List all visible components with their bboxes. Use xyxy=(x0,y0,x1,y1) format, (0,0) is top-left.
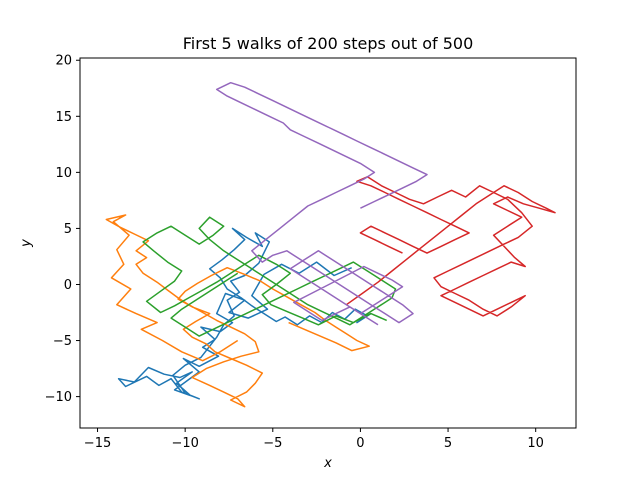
y-tick-label: 5 xyxy=(64,222,72,237)
x-tick-label: 10 xyxy=(527,436,544,451)
x-tick-label: −15 xyxy=(84,436,111,451)
chart-title: First 5 walks of 200 steps out of 500 xyxy=(183,34,474,53)
walk-line-5 xyxy=(215,81,428,326)
walk-line-2 xyxy=(105,214,370,408)
plot-area xyxy=(105,81,556,408)
walk-line-1 xyxy=(117,227,372,400)
x-tick-label: −5 xyxy=(263,436,282,451)
y-tick-label: −10 xyxy=(45,390,72,405)
y-tick-label: −5 xyxy=(53,334,72,349)
x-tick-label: −10 xyxy=(171,436,198,451)
x-axis-ticks: −15 −10 −5 0 5 10 xyxy=(84,428,544,451)
x-tick-label: 5 xyxy=(444,436,452,451)
y-axis-ticks: −10 −5 0 5 10 15 20 xyxy=(45,54,80,405)
x-axis-label: x xyxy=(323,456,332,471)
y-tick-label: 15 xyxy=(55,110,72,125)
axes-frame xyxy=(79,57,577,429)
y-axis-label: y xyxy=(19,239,34,248)
walk-line-3 xyxy=(142,216,397,337)
y-tick-label: 0 xyxy=(64,278,72,293)
x-tick-label: 0 xyxy=(356,436,364,451)
y-tick-label: 10 xyxy=(55,166,72,181)
walk-line-4 xyxy=(345,176,556,317)
y-tick-label: 20 xyxy=(55,54,72,69)
